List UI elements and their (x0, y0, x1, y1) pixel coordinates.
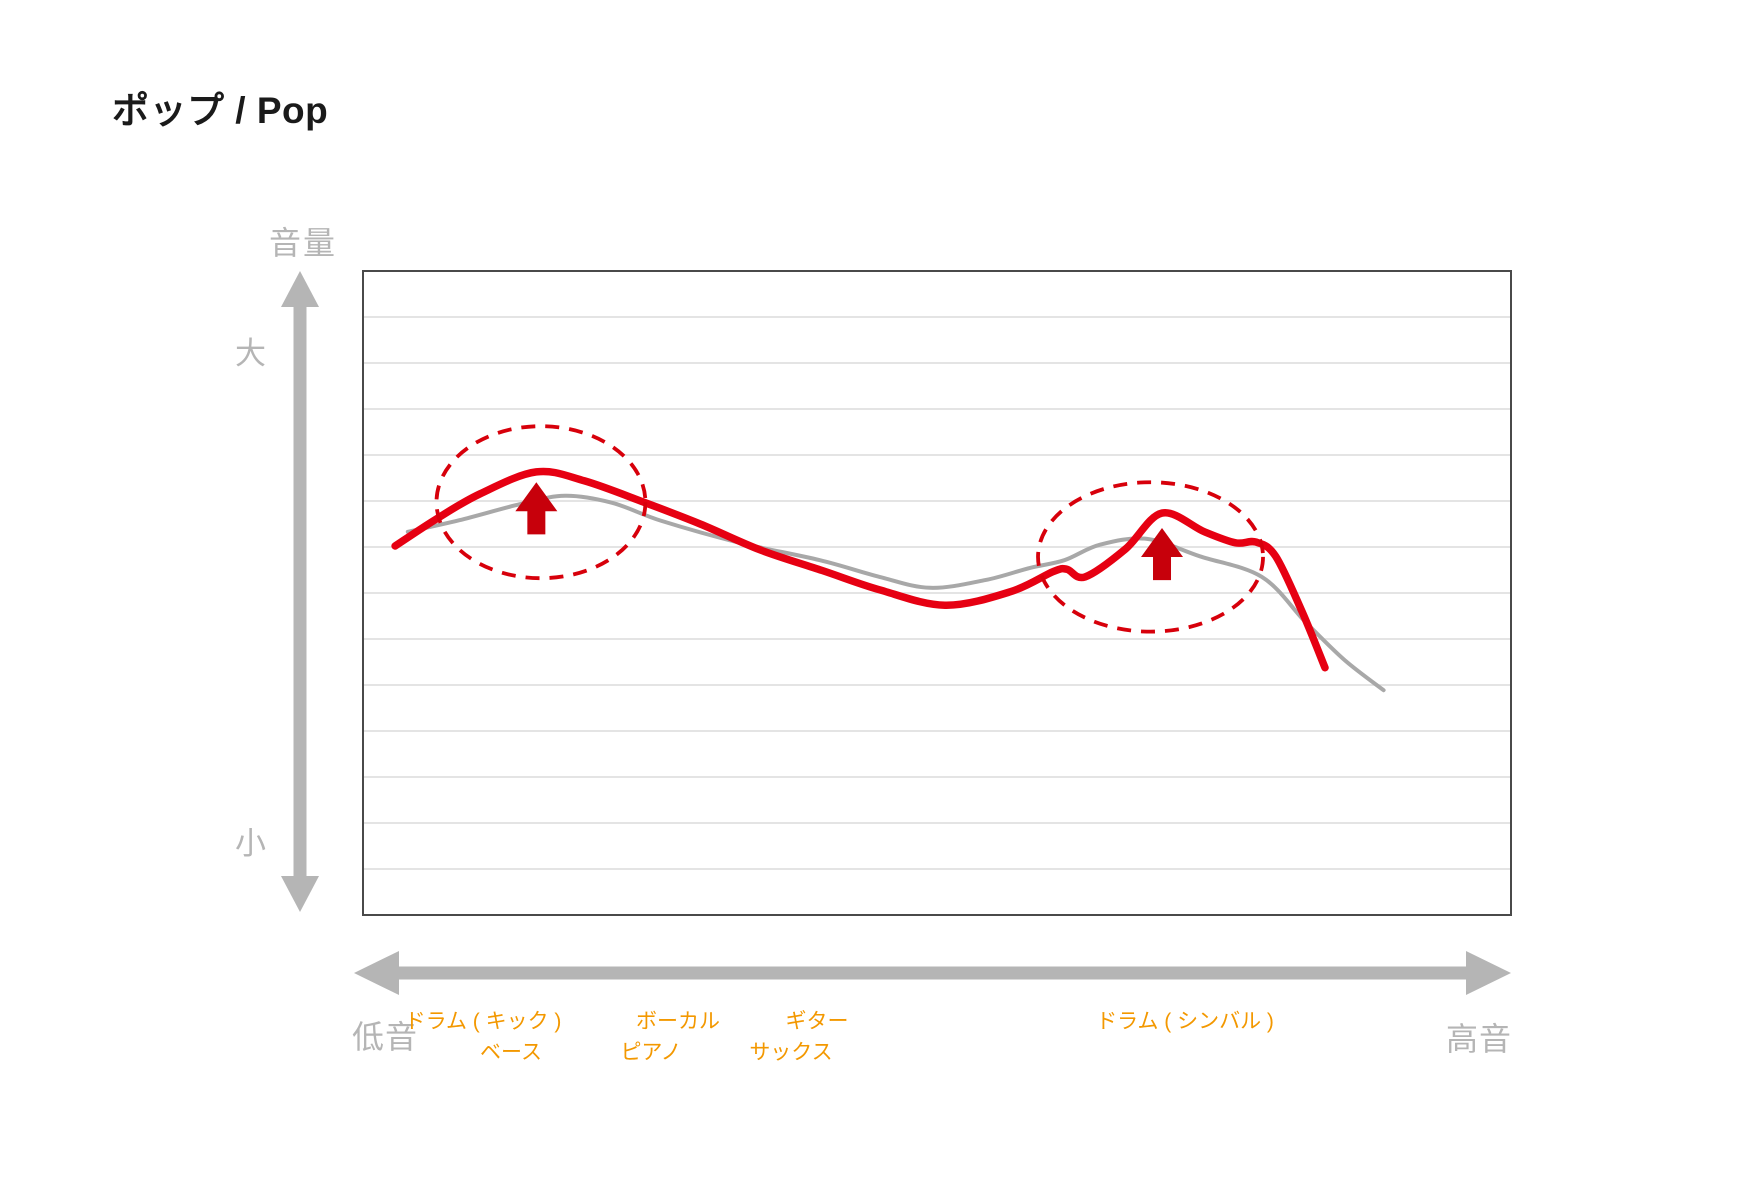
x-axis-arrow-shaft (396, 966, 1469, 980)
x-axis-arrow-head-left-icon (354, 951, 399, 995)
x-axis-low-label: 低音 (352, 1019, 419, 1055)
red-pop-eq-curve (391, 467, 1329, 672)
highlight-ellipse-low-boost (434, 424, 648, 581)
y-axis-min-label: 小 (235, 826, 266, 861)
x-axis-arrow-head-right-icon (1466, 951, 1511, 995)
y-axis-arrow-head-down-icon (281, 876, 319, 912)
boost-up-arrow-icon (515, 482, 558, 535)
instrument-label-drum-kick: ドラム ( キック ) (404, 1010, 562, 1033)
instrument-label-vocal: ボーカル (636, 1010, 720, 1033)
y-axis-arrow-shaft (293, 303, 307, 881)
instrument-label-piano: ピアノ (620, 1041, 682, 1064)
instrument-label-guitar: ギター (785, 1010, 849, 1033)
gray-reference-curve (405, 493, 1386, 693)
x-axis-arrow (354, 951, 1511, 995)
instrument-label-drum-cymbal: ドラム ( シンバル ) (1096, 1010, 1274, 1033)
highlight-ellipse-cymbal-boost (1036, 480, 1265, 634)
y-axis-title: 音量 (269, 225, 338, 261)
y-axis-max-label: 大 (235, 336, 266, 371)
y-axis-arrow (281, 271, 319, 912)
x-axis-high-label: 高音 (1446, 1021, 1513, 1057)
y-axis-arrow-head-up-icon (281, 271, 319, 307)
instrument-label-sax: サックス (749, 1041, 833, 1064)
page-title: ポップ / Pop (112, 90, 329, 131)
instrument-label-bass: ベース (480, 1041, 542, 1064)
gridlines (364, 316, 1510, 870)
boost-up-arrow-icon (1141, 527, 1184, 581)
